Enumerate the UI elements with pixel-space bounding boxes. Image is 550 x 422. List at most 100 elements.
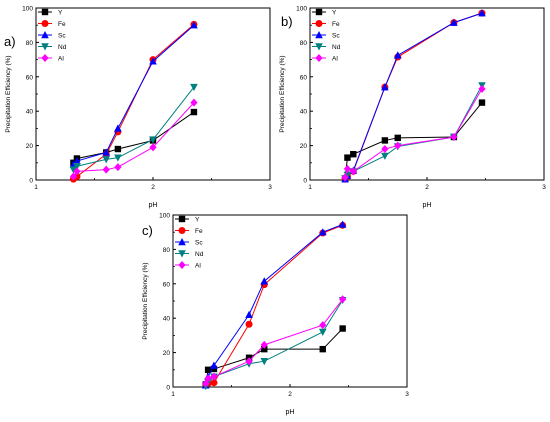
x-tick-label: 2 — [288, 391, 292, 398]
legend-marker-y — [178, 215, 186, 223]
x-axis-label: pH — [149, 202, 158, 209]
data-point-al — [381, 145, 389, 154]
y-tick-label: 80 — [26, 40, 34, 47]
data-point-sc — [338, 220, 347, 228]
data-point-sc — [318, 228, 327, 236]
data-point-sc — [149, 57, 157, 65]
y-tick-label: 60 — [26, 74, 34, 81]
data-point-y — [210, 365, 218, 373]
data-point-nd — [102, 156, 110, 164]
legend: Y Fe Sc Nd Al — [38, 8, 67, 63]
x-tick-label: 3 — [405, 391, 409, 398]
x-tick-label: 3 — [542, 184, 546, 191]
legend-marker-al — [315, 54, 323, 62]
y-tick-label: 20 — [163, 350, 171, 357]
y-tick-label: 0 — [29, 178, 33, 185]
series-line-y — [344, 102, 483, 180]
data-point-y — [190, 108, 198, 116]
data-point-al — [319, 321, 327, 330]
data-point-y — [114, 145, 122, 153]
y-axis-label: Precipitation Efficiency (%) — [5, 55, 12, 132]
x-tick-label: 1 — [171, 391, 175, 398]
legend-marker-nd — [178, 250, 186, 258]
legend-label-al: Al — [195, 263, 201, 270]
series-line-nd — [205, 299, 344, 387]
panel-label: a) — [4, 34, 16, 49]
data-point-y — [394, 134, 401, 142]
y-tick-label: 80 — [163, 247, 171, 254]
data-point-nd — [73, 163, 81, 171]
data-point-al — [210, 372, 218, 381]
data-point-sc — [381, 83, 389, 91]
data-point-sc — [478, 9, 486, 17]
data-point-al — [343, 164, 352, 173]
legend-marker-fe — [41, 20, 49, 27]
chart-panel-1: 0 20 40 60 80 100 1 2 3 pH Precipitation Efficienc… — [279, 6, 546, 210]
legend-label-y: Y — [195, 217, 200, 224]
data-point-y — [478, 99, 486, 106]
x-tick-label: 2 — [425, 184, 429, 191]
legend-label-y: Y — [332, 10, 337, 17]
legend-marker-fe — [178, 227, 186, 234]
legend-label-fe: Fe — [195, 228, 203, 235]
series-line-fe — [344, 12, 483, 180]
y-tick-label: 20 — [26, 143, 34, 150]
legend-marker-fe — [315, 20, 323, 27]
data-point-al — [69, 172, 78, 181]
y-tick-label: 40 — [300, 109, 308, 116]
plot-frame — [35, 7, 271, 181]
data-point-fe — [210, 379, 218, 387]
data-point-nd — [318, 328, 327, 336]
data-point-sc — [73, 157, 81, 165]
data-point-y — [261, 345, 268, 353]
series-line-y — [73, 111, 195, 164]
data-point-sc — [260, 277, 269, 285]
data-point-sc — [245, 310, 253, 318]
plot-frame — [172, 214, 408, 388]
legend-label-y: Y — [58, 10, 63, 17]
legend-label-al: Al — [332, 56, 338, 63]
x-tick-label: 2 — [151, 184, 155, 191]
data-point-nd — [149, 136, 157, 144]
legend-marker-al — [178, 261, 186, 269]
plot-frame — [309, 7, 545, 181]
y-axis-label: Precipitation Efficiency (%) — [279, 55, 286, 132]
y-axis-label: Precipitation Efficiency (%) — [142, 262, 149, 339]
data-point-y — [350, 151, 357, 158]
legend-marker-sc — [41, 31, 49, 39]
data-point-nd — [343, 171, 352, 179]
y-tick-label: 100 — [296, 6, 307, 13]
panel-label: b) — [281, 14, 293, 29]
legend-label-nd: Nd — [332, 44, 341, 51]
series-line-sc — [344, 12, 483, 180]
panel-label: c) — [142, 223, 153, 238]
x-axis-label: pH — [286, 409, 295, 416]
x-tick-label: 1 — [308, 184, 312, 191]
x-tick-label: 1 — [34, 184, 38, 191]
data-point-al — [394, 141, 402, 150]
y-tick-label: 0 — [166, 385, 170, 392]
data-point-al — [245, 357, 253, 366]
data-point-al — [204, 374, 212, 383]
y-tick-label: 0 — [303, 178, 307, 185]
legend-label-al: Al — [58, 56, 64, 63]
data-point-sc — [210, 361, 218, 369]
legend-label-sc: Sc — [332, 33, 340, 40]
data-point-y — [381, 137, 389, 144]
data-point-al — [349, 167, 357, 176]
legend-label-fe: Fe — [332, 21, 340, 28]
data-point-sc — [393, 51, 402, 59]
data-point-nd — [260, 358, 269, 366]
legend-label-fe: Fe — [58, 21, 66, 28]
chart-panel-0: 0 20 40 60 80 100 1 2 3 pH Precipitation Efficienc… — [4, 6, 272, 210]
data-point-y — [204, 366, 212, 373]
y-tick-label: 60 — [300, 74, 308, 81]
legend-label-sc: Sc — [195, 240, 203, 247]
data-point-al — [149, 143, 157, 152]
data-point-nd — [69, 166, 78, 174]
legend: Y Fe Sc Nd Al — [312, 8, 341, 63]
x-tick-label: 3 — [268, 184, 272, 191]
y-tick-label: 60 — [163, 281, 171, 288]
